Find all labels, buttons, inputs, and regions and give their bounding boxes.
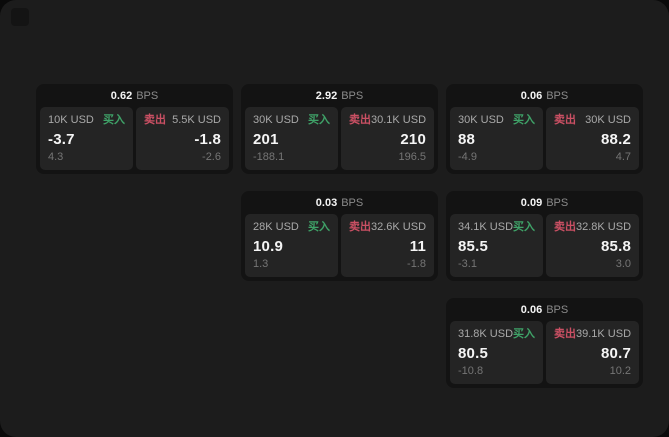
buy-change: 1.3 <box>253 258 269 270</box>
sell-price: -1.8 <box>194 131 221 148</box>
buy-amount: 30K USD <box>458 114 504 126</box>
sell-price: 11 <box>409 238 426 255</box>
buy-panel[interactable]: 10K USD 买入 -3.7 4.3 <box>40 107 133 170</box>
bps-value: 0.03 <box>315 196 338 209</box>
buy-label: 买入 <box>103 114 125 126</box>
buy-price: -3.7 <box>48 131 75 148</box>
bps-header: 0.09 BPS <box>446 191 643 214</box>
buy-label: 买入 <box>513 114 535 126</box>
sell-panel[interactable]: 卖出 39.1K USD 80.7 10.2 <box>546 321 639 384</box>
buy-panel[interactable]: 30K USD 买入 201 -188.1 <box>245 107 338 170</box>
sell-change: 3.0 <box>615 258 631 270</box>
sell-change: 196.5 <box>398 151 426 163</box>
sell-change: -1.8 <box>407 258 426 270</box>
buy-amount: 28K USD <box>253 221 299 233</box>
sell-amount: 30K USD <box>585 114 631 126</box>
app-logo-icon <box>11 8 29 26</box>
buy-panel[interactable]: 30K USD 买入 88 -4.9 <box>450 107 543 170</box>
sell-amount: 32.6K USD <box>370 221 427 233</box>
sell-change: 4.7 <box>615 151 631 163</box>
bps-value: 2.92 <box>315 89 338 102</box>
bps-unit-label: BPS <box>341 89 364 102</box>
buy-label: 买入 <box>308 221 330 233</box>
sell-panel[interactable]: 卖出 30K USD 88.2 4.7 <box>546 107 639 170</box>
sell-label: 卖出 <box>144 114 166 126</box>
buy-amount: 30K USD <box>253 114 299 126</box>
bps-header: 0.06 BPS <box>446 84 643 107</box>
buy-price: 10.9 <box>253 238 283 255</box>
buy-price: 80.5 <box>458 345 488 362</box>
bps-unit-label: BPS <box>136 89 159 102</box>
sell-panel[interactable]: 卖出 5.5K USD -1.8 -2.6 <box>136 107 229 170</box>
buy-label: 买入 <box>308 114 330 126</box>
sell-label: 卖出 <box>554 221 576 233</box>
buy-change: 4.3 <box>48 151 64 163</box>
sell-change: 10.2 <box>609 365 631 377</box>
buy-label: 买入 <box>513 328 536 340</box>
bps-value: 0.62 <box>110 89 133 102</box>
bps-header: 2.92 BPS <box>241 84 438 107</box>
quote-card[interactable]: 0.06 BPS 31.8K USD 买入 80.5 -10.8 卖出 39.1… <box>446 298 643 388</box>
quote-card[interactable]: 0.06 BPS 30K USD 买入 88 -4.9 卖出 30K USD <box>446 84 643 174</box>
quote-card[interactable]: 0.09 BPS 34.1K USD 买入 85.5 -3.1 卖出 32.8K… <box>446 191 643 281</box>
buy-label: 买入 <box>513 221 536 233</box>
sell-label: 卖出 <box>554 114 576 126</box>
bps-value: 0.06 <box>520 303 543 316</box>
bps-header: 0.03 BPS <box>241 191 438 214</box>
quote-card[interactable]: 0.62 BPS 10K USD 买入 -3.7 4.3 卖出 5.5K USD <box>36 84 233 174</box>
sell-amount: 32.8K USD <box>575 221 632 233</box>
bps-header: 0.06 BPS <box>446 298 643 321</box>
sell-change: -2.6 <box>202 151 221 163</box>
bps-value: 0.09 <box>520 196 543 209</box>
bps-value: 0.06 <box>520 89 543 102</box>
sell-label: 卖出 <box>349 221 371 233</box>
bps-unit-label: BPS <box>546 196 569 209</box>
sell-price: 80.7 <box>601 345 631 362</box>
sell-panel[interactable]: 卖出 32.8K USD 85.8 3.0 <box>546 214 639 277</box>
sell-price: 85.8 <box>601 238 631 255</box>
sell-panel[interactable]: 卖出 30.1K USD 210 196.5 <box>341 107 434 170</box>
buy-price: 88 <box>458 131 476 148</box>
buy-change: -188.1 <box>253 151 285 163</box>
quote-panels: 30K USD 买入 88 -4.9 卖出 30K USD 88.2 4.7 <box>446 107 643 174</box>
quote-panels: 30K USD 买入 201 -188.1 卖出 30.1K USD 210 1… <box>241 107 438 174</box>
buy-change: -4.9 <box>458 151 477 163</box>
quote-panels: 31.8K USD 买入 80.5 -10.8 卖出 39.1K USD 80.… <box>446 321 643 388</box>
bps-unit-label: BPS <box>546 303 569 316</box>
quote-panels: 28K USD 买入 10.9 1.3 卖出 32.6K USD 11 -1.8 <box>241 214 438 281</box>
buy-change: -3.1 <box>458 258 477 270</box>
sell-price: 88.2 <box>601 131 631 148</box>
sell-amount: 5.5K USD <box>172 114 221 126</box>
sell-label: 卖出 <box>554 328 576 340</box>
buy-change: -10.8 <box>458 365 484 377</box>
buy-panel[interactable]: 31.8K USD 买入 80.5 -10.8 <box>450 321 543 384</box>
buy-amount: 31.8K USD <box>458 328 514 340</box>
quote-panels: 34.1K USD 买入 85.5 -3.1 卖出 32.8K USD 85.8… <box>446 214 643 281</box>
buy-panel[interactable]: 28K USD 买入 10.9 1.3 <box>245 214 338 277</box>
sell-amount: 30.1K USD <box>370 114 427 126</box>
sell-panel[interactable]: 卖出 32.6K USD 11 -1.8 <box>341 214 434 277</box>
sell-amount: 39.1K USD <box>575 328 632 340</box>
buy-price: 201 <box>253 131 279 148</box>
quote-card[interactable]: 0.03 BPS 28K USD 买入 10.9 1.3 卖出 32.6K US… <box>241 191 438 281</box>
bps-unit-label: BPS <box>546 89 569 102</box>
buy-panel[interactable]: 34.1K USD 买入 85.5 -3.1 <box>450 214 543 277</box>
quote-panels: 10K USD 买入 -3.7 4.3 卖出 5.5K USD -1.8 -2.… <box>36 107 233 174</box>
quote-card[interactable]: 2.92 BPS 30K USD 买入 201 -188.1 卖出 30.1K … <box>241 84 438 174</box>
buy-amount: 34.1K USD <box>458 221 514 233</box>
bps-unit-label: BPS <box>341 196 364 209</box>
bps-header: 0.62 BPS <box>36 84 233 107</box>
buy-price: 85.5 <box>458 238 488 255</box>
sell-price: 210 <box>400 131 426 148</box>
buy-amount: 10K USD <box>48 114 94 126</box>
sell-label: 卖出 <box>349 114 371 126</box>
quote-card-grid: 0.62 BPS 10K USD 买入 -3.7 4.3 卖出 5.5K USD <box>36 84 643 388</box>
